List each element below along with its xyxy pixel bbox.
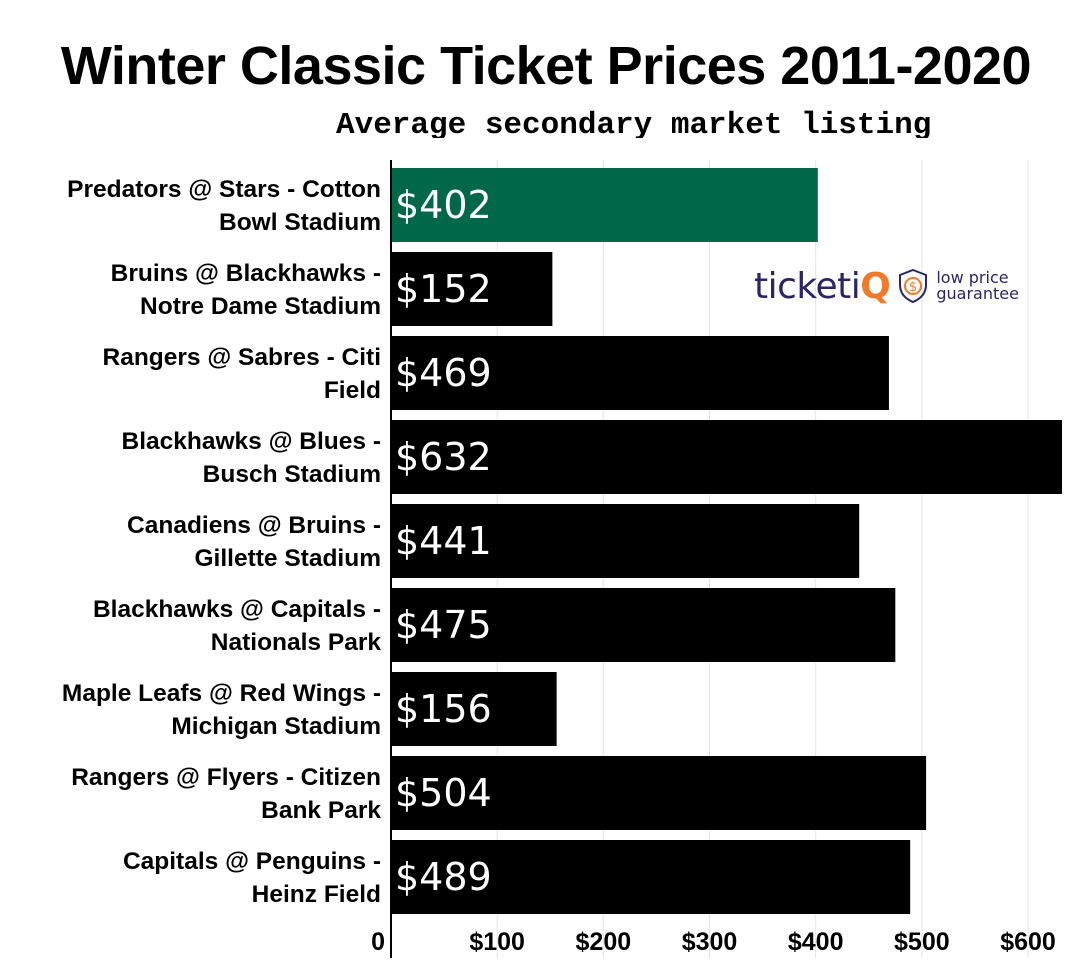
category-labels: Predators @ Stars - Cotton Bowl Stadium Br… — [62, 176, 381, 908]
bar-value-label: $152 — [395, 267, 492, 311]
logo-wordmark: ticketiQ — [754, 265, 891, 307]
x-tick-label: $100 — [469, 928, 525, 956]
category-label-line1: Maple Leafs @ Red Wings - — [62, 680, 381, 707]
x-tick-label: $200 — [576, 928, 632, 956]
bar — [391, 420, 1062, 494]
category-label-line1: Rangers @ Flyers - Citizen — [71, 764, 381, 791]
chart-subtitle: Average secondary market listing — [336, 108, 932, 138]
bar-value-label: $402 — [395, 183, 492, 227]
category-label-line1: Canadiens @ Bruins - — [127, 512, 381, 539]
logo-wordmark-prefix: ticketi — [754, 265, 861, 307]
bar — [391, 840, 911, 914]
chart-title: Winter Classic Ticket Prices 2011-2020 — [60, 36, 1032, 96]
bar-value-label: $469 — [395, 351, 492, 395]
svg-text:$: $ — [909, 280, 917, 295]
x-tick-label: $500 — [894, 928, 950, 956]
logo-tagline: low price guarantee — [936, 270, 1019, 302]
x-tick-label: 0 — [371, 928, 385, 956]
logo-wordmark-suffix: Q — [860, 265, 891, 307]
bar-value-label: $156 — [395, 687, 492, 731]
x-tick-label: $400 — [788, 928, 844, 956]
bar — [391, 336, 889, 410]
category-label-line1: Bruins @ Blackhawks - — [111, 260, 381, 287]
bar-value-label: $632 — [395, 435, 492, 479]
ticketiq-logo: ticketiQ $ low price guarantee — [754, 265, 1019, 307]
logo-tagline-line1: low price — [936, 268, 1009, 287]
category-label-line1: Blackhawks @ Blues - — [122, 428, 381, 455]
x-tick-label: $600 — [1000, 928, 1056, 956]
bar — [391, 504, 860, 578]
bar — [391, 588, 896, 662]
category-label-line2: Field — [324, 377, 381, 404]
bar — [391, 756, 927, 830]
bar-value-label: $489 — [395, 855, 492, 899]
bars: $402 $152 $469 $632 $441 $475 $156 $504 $489 — [391, 168, 1062, 914]
category-label-line1: Predators @ Stars - Cotton — [67, 176, 381, 203]
bar-value-label: $504 — [395, 771, 492, 815]
category-label-line2: Nationals Park — [211, 629, 382, 656]
dollar-shield-icon: $ — [899, 268, 928, 304]
x-axis-ticks: 0 $100 $200 $300 $400 $500 $600 — [371, 928, 1056, 956]
bar — [391, 672, 557, 746]
bar-value-label: $475 — [395, 603, 492, 647]
category-label-line1: Blackhawks @ Capitals - — [93, 596, 381, 623]
bar-value-label: $441 — [395, 519, 492, 563]
category-label-line1: Capitals @ Penguins - — [123, 848, 381, 875]
bar — [391, 168, 818, 242]
category-label-line2: Bank Park — [261, 797, 381, 824]
category-label-line2: Gillette Stadium — [194, 545, 381, 572]
bar — [391, 252, 553, 326]
category-label-line2: Notre Dame Stadium — [140, 293, 381, 320]
category-label-line1: Rangers @ Sabres - Citi — [103, 344, 382, 371]
x-tick-label: $300 — [682, 928, 738, 956]
category-label-line2: Bowl Stadium — [219, 209, 381, 236]
category-label-line2: Heinz Field — [252, 881, 381, 908]
logo-tagline-line2: guarantee — [936, 284, 1019, 303]
category-label-line2: Busch Stadium — [203, 461, 381, 488]
category-label-line2: Michigan Stadium — [171, 713, 381, 740]
